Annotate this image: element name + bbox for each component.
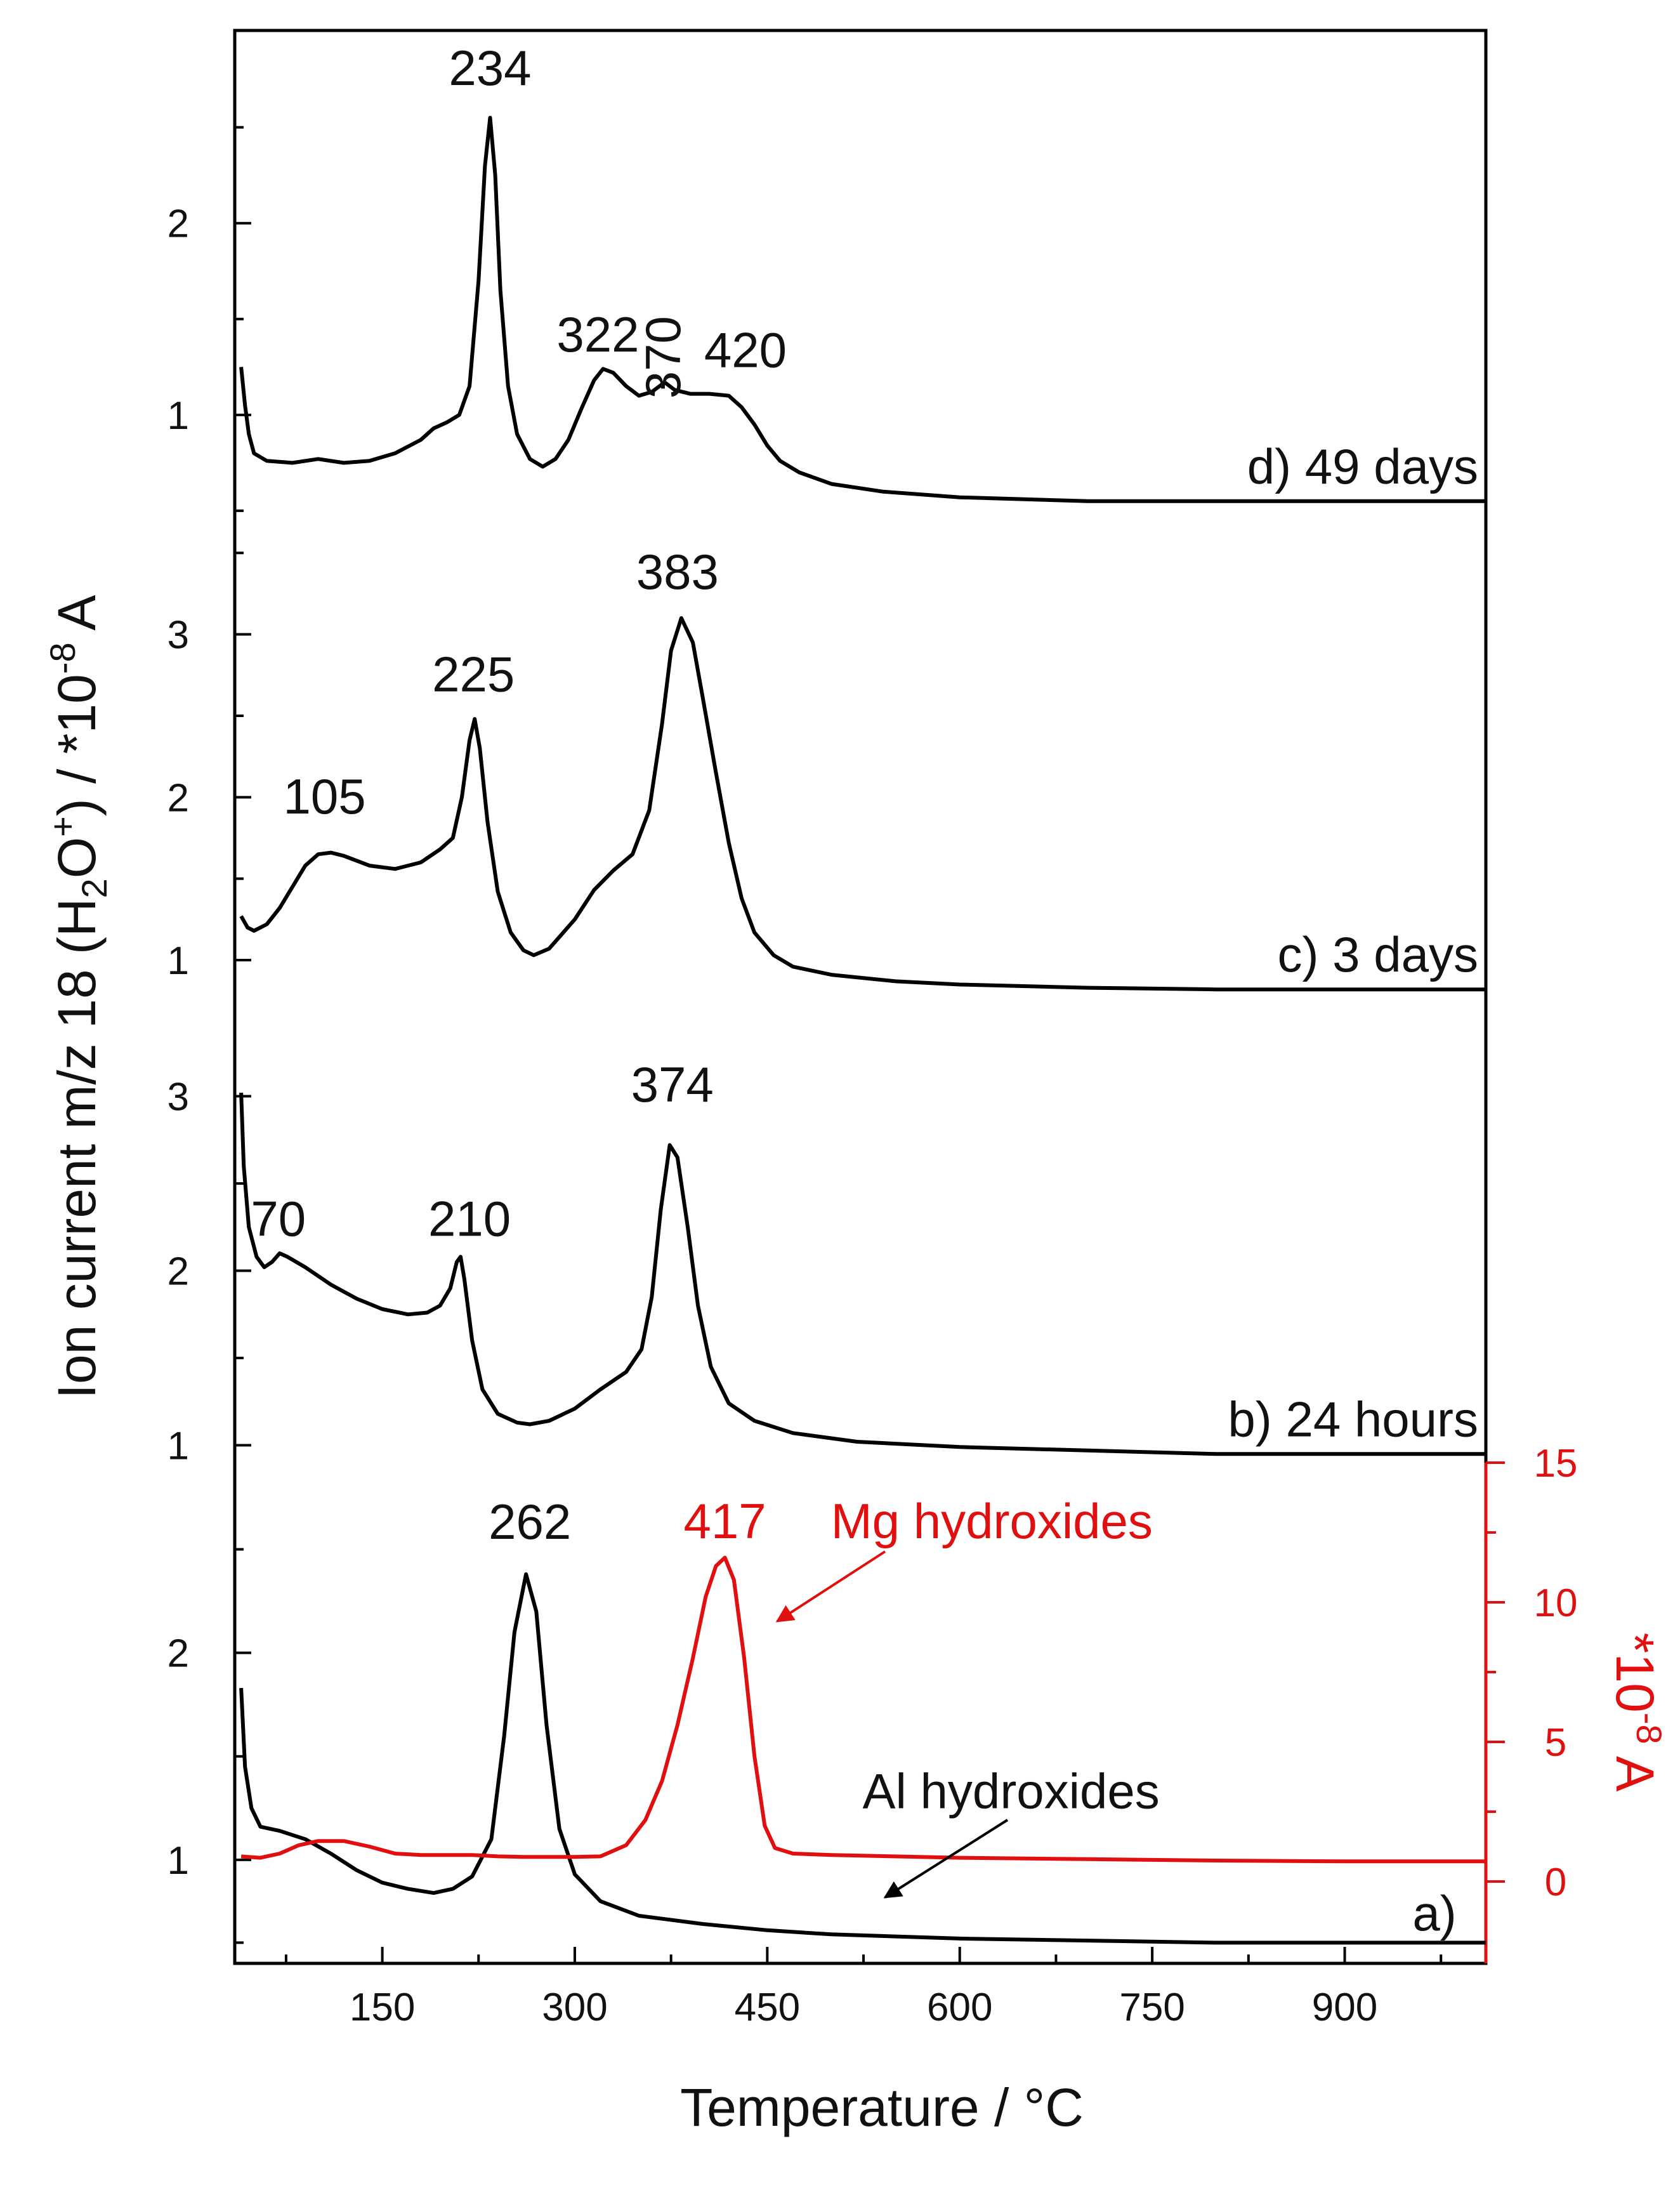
y2-tick-label: 15: [1534, 1442, 1578, 1486]
peak-label: 374: [631, 1057, 714, 1112]
peak-label: 420: [704, 322, 787, 378]
mg-hydroxides-arrow: [775, 1550, 886, 1623]
peak-label: 262: [489, 1494, 571, 1550]
peak-label: 210: [428, 1191, 511, 1247]
peak-label: 234: [449, 40, 531, 96]
y2-tick-label: 10: [1534, 1581, 1578, 1625]
y-tick-label: 1: [167, 1425, 189, 1468]
series-line-49-days: [239, 115, 1486, 503]
peak-label: 225: [432, 647, 515, 702]
series-label: b) 24 hours: [1228, 1391, 1478, 1447]
x-tick-label: 450: [735, 1986, 800, 2029]
peak-label: 370: [635, 316, 691, 399]
y-title-sup2: -8: [43, 642, 82, 674]
y-tick-label: 2: [167, 202, 189, 246]
series-line-mg-hydroxides: [240, 1555, 1486, 1864]
y-title-post: ) / *10: [47, 674, 107, 816]
y2-tick-label: 5: [1545, 1721, 1566, 1765]
x-tick-label: 600: [927, 1986, 992, 2029]
peak-label: 105: [284, 768, 366, 824]
peak-label: 70: [251, 1191, 306, 1247]
peak-label: Al hydroxides: [863, 1763, 1160, 1819]
panel-a: 1 2 262 Al hydroxides a) 417 Mg hydroxides: [167, 1493, 1486, 1945]
y2-title-pre: *10: [1605, 1633, 1665, 1713]
red-label: 417: [684, 1493, 766, 1549]
y-title-sup: +: [43, 816, 82, 837]
series-line-3-days: [239, 616, 1486, 992]
right-axis: 0 5 10 15: [1486, 1442, 1577, 1904]
x-tick-label: 900: [1312, 1986, 1377, 2029]
y-tick-label: 3: [167, 1076, 189, 1119]
y-title-end: A: [47, 595, 107, 643]
y-title-sub: 2: [74, 878, 114, 898]
y-axis-title: Ion current m/z 18 (H2O+) / *10-8 A: [43, 595, 114, 1399]
y-tick-label: 2: [167, 776, 189, 820]
y2-tick-label: 0: [1545, 1861, 1566, 1904]
y2-axis-title: *10-8 A: [1605, 1633, 1669, 1792]
series-label: c) 3 days: [1278, 926, 1478, 982]
al-hydroxides-arrow: [883, 1819, 1009, 1899]
x-axis-title: Temperature / °C: [680, 2078, 1084, 2137]
plot-frame: [233, 29, 1488, 1965]
panel-b: 1 2 3 b) 24 hours 70 210 374: [167, 1057, 1486, 1468]
x-tick-label: 750: [1119, 1986, 1185, 2029]
y-tick-label: 1: [167, 1839, 189, 1883]
x-tick-label: 300: [542, 1986, 607, 2029]
y-title-pre: Ion current m/z 18 (H: [47, 898, 107, 1399]
peak-label: 322: [556, 306, 639, 362]
red-label: Mg hydroxides: [831, 1493, 1153, 1549]
series-label: d) 49 days: [1247, 438, 1478, 494]
arrows-layer: [775, 1550, 1009, 1899]
series-line-24-hours: [239, 1092, 1486, 1456]
peak-label: 383: [636, 544, 719, 600]
y-tick-label: 3: [167, 614, 189, 657]
y2-title-sup: -8: [1629, 1713, 1669, 1744]
panel-c: 1 2 3 c) 3 days 105 225 383: [167, 544, 1486, 992]
y2-title-post: A: [1605, 1744, 1665, 1792]
y-tick-label: 2: [167, 1250, 189, 1294]
y-tick-label: 1: [167, 394, 189, 438]
series-line-al-hydroxides: [239, 1572, 1486, 1945]
x-tick-label: 150: [350, 1986, 415, 2029]
y-title-mid: O: [47, 837, 107, 878]
peak-label: a): [1412, 1885, 1456, 1941]
y-tick-label: 2: [167, 1632, 189, 1676]
x-axis: 150 300 450 600 750 900: [284, 1947, 1443, 2029]
y-tick-label: 1: [167, 939, 189, 983]
